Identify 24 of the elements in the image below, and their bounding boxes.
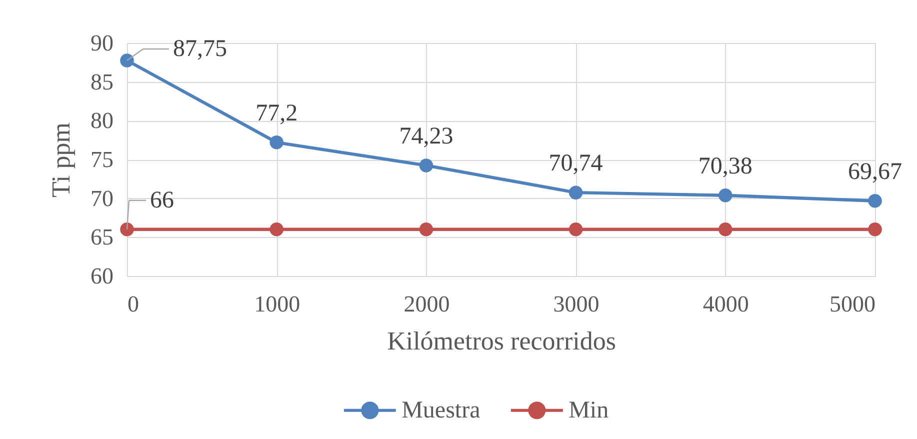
data-label: 87,75 (173, 36, 227, 62)
y-tick-label: 70 (90, 186, 114, 211)
y-axis-title: Ti ppm (46, 122, 76, 198)
y-tick-label: 80 (90, 108, 114, 134)
x-tick-label: 3000 (553, 292, 600, 316)
y-tick-label: 85 (90, 69, 114, 94)
data-label: 77,2 (256, 100, 298, 126)
y-tick-label: 90 (90, 30, 114, 56)
y-tick-label: 60 (90, 264, 114, 288)
x-tick-label: 4000 (702, 292, 749, 316)
legend-label: Min (568, 397, 609, 424)
data-label: 66 (150, 187, 174, 214)
y-tick-label: 75 (90, 147, 114, 172)
x-tick-label: 5000 (830, 292, 876, 316)
x-tick-label: 1000 (254, 292, 300, 316)
data-label: 74,23 (399, 123, 454, 150)
x-tick-label: 0 (128, 292, 139, 316)
x-axis-title: Kilómetros recorridos (387, 326, 616, 356)
x-tick-label: 2000 (404, 292, 450, 316)
legend-label: Muestra (402, 397, 481, 424)
data-label: 69,67 (848, 158, 902, 185)
data-label: 70,38 (698, 153, 752, 180)
data-label: 70,74 (548, 150, 603, 177)
y-tick-label: 65 (90, 224, 114, 250)
